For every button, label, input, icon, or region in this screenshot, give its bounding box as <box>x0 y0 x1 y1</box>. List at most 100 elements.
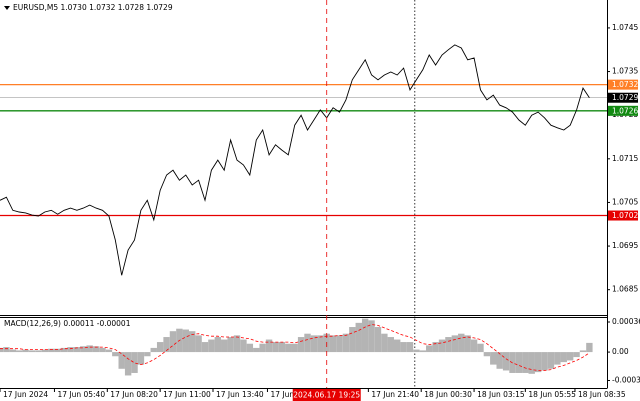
macd-bar <box>156 342 164 353</box>
macd-bar <box>73 347 81 353</box>
macd-bar <box>285 343 292 353</box>
macd-bar <box>400 342 407 353</box>
macd-bar <box>188 331 196 353</box>
x-tick-label: 18 Jun 00:30 <box>424 390 472 399</box>
y-tick-label: 1.0705 <box>612 197 638 206</box>
macd-bar <box>483 352 491 357</box>
macd-bar <box>387 337 394 353</box>
macd-bar <box>163 337 170 353</box>
macd-bar <box>214 337 222 353</box>
macd-bar <box>195 335 202 353</box>
macd-bar <box>477 343 484 353</box>
macd-bar <box>233 335 241 353</box>
macd-bar <box>496 352 503 369</box>
macd-bar <box>522 352 529 373</box>
macd-bar <box>445 337 452 353</box>
macd-bar <box>144 352 151 357</box>
y-tick-label: 0.00036 <box>612 317 640 326</box>
macd-bar <box>464 335 471 353</box>
macd-bar <box>182 329 189 353</box>
macd-bar <box>22 349 29 353</box>
macd-bar <box>374 327 382 353</box>
level-label: 1.0702 <box>612 211 638 220</box>
macd-bar <box>310 335 318 353</box>
macd-bar <box>80 346 87 353</box>
macd-bar <box>438 339 446 353</box>
macd-bar <box>86 345 93 353</box>
macd-bar <box>278 342 286 353</box>
macd-bar <box>246 343 254 353</box>
y-tick-label: 1.0735 <box>612 67 638 76</box>
macd-bar <box>413 349 420 353</box>
macd-bar <box>458 333 465 353</box>
macd-bar <box>573 352 580 358</box>
macd-bar <box>105 349 113 353</box>
level-label-box <box>608 79 638 90</box>
macd-bar <box>201 342 209 353</box>
macd-bar <box>48 348 55 353</box>
macd-bar <box>0 347 4 353</box>
macd-bar <box>291 343 298 353</box>
macd-bar <box>35 350 42 353</box>
level-label: 1.0732 <box>612 80 638 89</box>
macd-bar <box>259 343 266 353</box>
macd-bar <box>381 333 388 353</box>
macd-bar <box>528 352 535 374</box>
x-tick-label: 18 Jun 08:35 <box>578 390 626 399</box>
macd-bar <box>265 339 273 353</box>
x-tick-label: 17 Jun 11:00 <box>163 390 211 399</box>
y-tick-label: -0.00034 <box>612 375 640 384</box>
crosshair-label-box <box>292 389 361 401</box>
macd-bar <box>227 337 234 353</box>
menu-triangle <box>4 6 10 10</box>
chart-title: EURUSD,M5 1.0730 1.0732 1.0728 1.0729 <box>13 3 173 12</box>
macd-bar <box>28 350 36 353</box>
x-tick-label: 17 Jun 05:40 <box>57 390 105 399</box>
macd-bar <box>342 333 350 353</box>
macd-bar <box>92 346 100 353</box>
last-price-label: 1.0729 <box>612 93 638 102</box>
macd-bar <box>541 352 548 371</box>
y-tick-label: 1.0685 <box>612 285 638 294</box>
macd-bar <box>208 339 215 353</box>
macd-bar <box>502 352 510 371</box>
x-tick-label: 18 Jun 03:15 <box>477 390 525 399</box>
macd-bar <box>297 337 305 353</box>
macd-bar <box>221 339 228 353</box>
macd-bar <box>586 342 593 353</box>
y-tick-label: 1.0695 <box>612 241 638 250</box>
macd-bar <box>137 352 145 365</box>
macd-bar <box>426 345 433 353</box>
macd-bar <box>490 352 497 365</box>
macd-bar <box>361 318 369 353</box>
level-label: 1.0726 <box>612 106 638 115</box>
x-tick-label: 17 Jun 2024 <box>3 390 48 399</box>
macd-bar <box>451 335 459 353</box>
macd-bar <box>515 352 523 373</box>
macd-bar <box>470 339 478 353</box>
plot-layer <box>0 0 607 388</box>
macd-bar <box>272 342 279 353</box>
macd-bar <box>579 350 587 353</box>
macd-bar <box>150 347 157 353</box>
macd-bar <box>60 347 68 353</box>
macd-bar <box>349 327 356 353</box>
macd-bar <box>124 352 132 376</box>
macd-bar <box>304 333 311 353</box>
macd-bar <box>118 352 125 369</box>
macd-bar <box>393 339 401 353</box>
macd-bar <box>317 335 324 353</box>
signal-line <box>0 324 590 371</box>
macd-bar <box>566 352 574 361</box>
macd-bar <box>336 335 343 353</box>
macd-bar <box>240 339 247 353</box>
macd-bar <box>99 347 106 353</box>
macd-bar <box>355 322 362 353</box>
crosshair-label: 2024.06.17 19:25 <box>293 391 360 400</box>
x-tick-label: 17 Jun 13:40 <box>216 390 264 399</box>
macd-bar <box>368 320 375 353</box>
macd-bar <box>253 347 260 353</box>
macd-bar <box>9 349 17 353</box>
price-line <box>0 44 590 276</box>
macd-bar <box>534 352 542 373</box>
